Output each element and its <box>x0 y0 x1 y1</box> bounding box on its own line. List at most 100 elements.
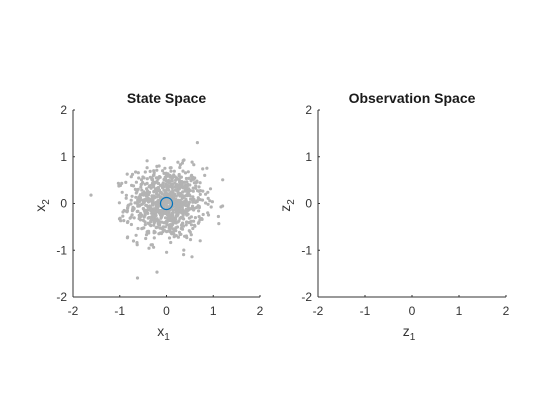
data-point <box>184 203 188 207</box>
data-point <box>176 160 180 164</box>
x-tick-label: -2 <box>68 304 79 318</box>
y-tick-label: 1 <box>60 150 67 164</box>
data-point <box>189 178 193 182</box>
data-point <box>147 246 151 250</box>
x-tick-label: -1 <box>114 304 125 318</box>
data-point <box>180 227 185 231</box>
data-point <box>169 240 173 245</box>
x-tick-label: 2 <box>503 304 510 318</box>
data-point <box>179 215 183 219</box>
data-point <box>184 234 188 238</box>
data-point <box>170 182 174 186</box>
data-point <box>161 230 165 234</box>
data-point <box>208 199 212 203</box>
data-point <box>194 184 198 188</box>
data-point <box>176 189 180 193</box>
data-point <box>148 216 152 220</box>
data-point <box>152 218 156 222</box>
data-point <box>176 177 180 181</box>
data-point <box>186 170 190 174</box>
data-point <box>156 210 160 214</box>
data-point <box>142 198 146 202</box>
data-point <box>137 176 141 180</box>
x-tick-label: 0 <box>409 304 416 318</box>
data-point <box>152 231 156 235</box>
data-point <box>174 229 178 233</box>
x-axis-label: z1 <box>403 323 416 343</box>
data-point <box>161 169 165 173</box>
data-point <box>179 175 183 179</box>
data-point <box>135 201 139 205</box>
data-point <box>122 219 126 223</box>
data-point <box>160 208 165 212</box>
data-point <box>188 230 192 234</box>
data-point <box>183 171 188 175</box>
data-point <box>186 182 190 186</box>
data-point <box>158 196 162 200</box>
data-point <box>205 166 209 170</box>
data-point <box>170 211 174 215</box>
data-point <box>159 213 163 217</box>
data-point <box>143 223 147 227</box>
data-point <box>145 159 149 163</box>
data-point <box>160 192 164 196</box>
data-point <box>182 253 186 257</box>
data-point <box>148 169 152 173</box>
chart-title: Observation Space <box>349 90 476 106</box>
data-point <box>156 204 160 208</box>
data-point <box>210 200 214 204</box>
data-point <box>171 189 175 193</box>
data-point <box>192 219 196 223</box>
data-point <box>165 192 169 196</box>
data-point <box>143 170 147 174</box>
observation-space-chart: -2 -1 0 1 2 -2 -1 0 1 2 Observation Space z1 z2 <box>277 90 510 343</box>
data-point <box>190 173 194 177</box>
data-point <box>152 171 156 175</box>
y-tick-label: -2 <box>301 290 312 304</box>
data-point <box>187 216 191 220</box>
data-point <box>192 206 196 211</box>
data-point <box>217 222 221 226</box>
data-point <box>124 180 128 184</box>
data-point <box>173 181 177 185</box>
data-point <box>191 195 195 199</box>
mean-marker <box>159 196 174 211</box>
data-point <box>134 195 138 199</box>
state-space-chart: -2 -1 0 1 2 -2 -1 0 1 2 State Space x1 x2 <box>32 90 264 343</box>
data-point <box>160 227 164 231</box>
data-point <box>146 230 150 234</box>
data-point <box>161 181 165 185</box>
data-point <box>117 184 121 188</box>
x-tick-label: -2 <box>313 304 324 318</box>
data-point <box>195 141 199 145</box>
data-point <box>160 220 164 224</box>
data-point <box>147 190 151 195</box>
data-point <box>198 192 202 196</box>
data-point <box>157 222 161 227</box>
data-point <box>129 222 133 227</box>
data-point <box>154 189 158 193</box>
data-point <box>190 204 195 208</box>
data-point <box>150 176 154 180</box>
data-point <box>165 183 169 187</box>
data-point <box>134 180 138 184</box>
data-point <box>136 209 140 213</box>
data-point <box>185 186 189 190</box>
data-point <box>184 223 188 227</box>
data-point <box>125 236 129 240</box>
data-point <box>131 239 136 243</box>
data-point <box>184 176 188 181</box>
data-point <box>143 213 147 217</box>
data-point <box>135 276 140 280</box>
data-point <box>164 173 169 177</box>
data-point <box>191 198 195 202</box>
data-point <box>155 176 160 180</box>
data-point <box>139 214 143 218</box>
data-point <box>186 189 190 193</box>
data-point <box>192 223 197 227</box>
x-tick-label: 1 <box>456 304 463 318</box>
data-point <box>169 169 173 173</box>
data-point <box>152 185 156 189</box>
data-point <box>136 226 140 231</box>
data-point <box>139 203 143 207</box>
